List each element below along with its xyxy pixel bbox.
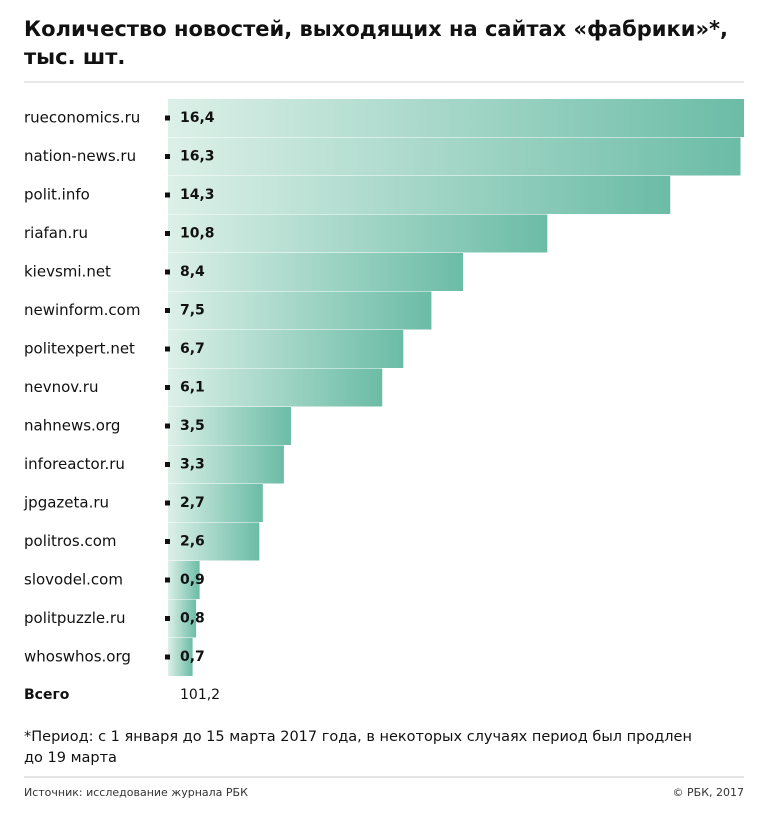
value-label: 3,3 [180,457,205,473]
category-label: slovodel.com [24,571,123,589]
bullet [165,308,170,313]
bar [168,137,741,176]
bar [168,176,671,214]
bar [168,214,548,253]
bullet [165,115,170,121]
value-label: 8,4 [180,264,205,280]
value-label: 16,4 [180,110,215,126]
bar [168,291,432,330]
value-label: 0,7 [180,649,205,665]
bullet [165,577,170,583]
bar [168,484,263,522]
bullet [165,654,170,660]
chart-title: Количество новостей, выходящих на сайтах… [24,17,728,41]
bullet [165,385,170,390]
category-label: riafan.ru [24,224,88,242]
bullet [165,423,170,429]
bullet [165,192,170,198]
bar [168,522,260,561]
total-label: Всего [24,687,70,703]
category-label: nahnews.org [24,417,120,435]
bullet [165,346,170,352]
category-label: rueconomics.ru [24,109,140,127]
category-label: nation-news.ru [24,147,136,165]
bar [168,368,383,407]
source: Источник: исследование журнала РБК [24,786,248,799]
bullet [165,231,170,236]
footnote: до 19 марта [24,750,117,766]
value-label: 10,8 [180,226,215,242]
bar [168,253,464,291]
bullet [165,616,170,621]
value-label: 2,6 [180,534,205,550]
bar [168,445,284,484]
category-label: politpuzzle.ru [24,609,126,627]
bullet [165,500,170,506]
total-value: 101,2 [180,687,220,703]
value-label: 14,3 [180,187,215,203]
value-label: 3,5 [180,418,205,434]
value-label: 6,1 [180,380,205,396]
bar [168,407,291,445]
value-label: 2,7 [180,495,205,511]
category-label: newinform.com [24,301,140,319]
bullet [165,269,170,275]
copyright: © РБК, 2017 [673,786,744,799]
value-label: 7,5 [180,303,205,319]
chart-title: тыс. шт. [24,45,125,69]
category-label: whoswhos.org [24,648,131,666]
value-label: 16,3 [180,149,215,165]
bar [168,330,404,368]
bar [168,561,200,599]
bullet [165,462,170,467]
category-label: polit.info [24,186,90,204]
category-label: kievsmi.net [24,263,111,281]
category-label: nevnov.ru [24,378,98,396]
category-label: politexpert.net [24,340,135,358]
value-label: 0,8 [180,611,205,627]
value-label: 6,7 [180,341,205,357]
bullet [165,539,170,544]
category-label: politros.com [24,532,117,550]
bar [168,599,197,638]
bar [168,99,744,137]
footnote: *Период: с 1 января до 15 марта 2017 год… [24,729,692,745]
category-label: inforeactor.ru [24,455,125,473]
bar [168,638,193,676]
bullet [165,154,170,159]
value-label: 0,9 [180,572,205,588]
category-label: jpgazeta.ru [23,494,109,512]
